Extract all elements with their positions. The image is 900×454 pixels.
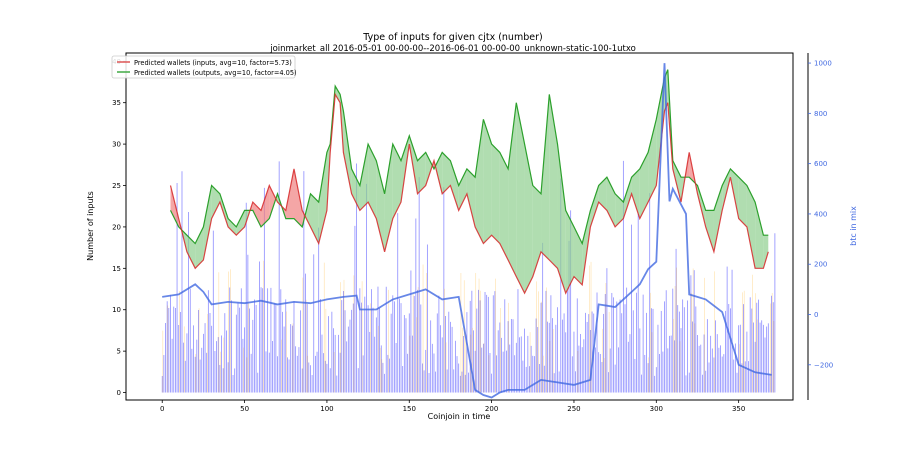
- x-tick-label: 300: [650, 405, 663, 413]
- fill-segment: [269, 185, 276, 219]
- fills-layer: [170, 69, 769, 294]
- y2-tick-label: 1000: [814, 60, 832, 68]
- lines-layer: [162, 63, 772, 399]
- fill-segment: [598, 177, 607, 211]
- x-tick-label: 0: [160, 405, 164, 413]
- fill-segment: [475, 119, 484, 244]
- series-line-btc: [162, 63, 772, 399]
- fill-segment: [541, 94, 550, 261]
- fill-segment: [483, 119, 492, 244]
- fill-segment: [261, 185, 270, 227]
- legend-label-outputs: Predicted wallets (outputs, avg=10, fact…: [134, 69, 297, 77]
- fill-segment: [508, 102, 517, 277]
- fill-segment: [211, 185, 220, 219]
- fill-segment: [623, 177, 632, 219]
- fill-segment: [359, 144, 369, 211]
- fill-segment: [458, 168, 467, 211]
- y2-tick-label: 200: [814, 261, 827, 269]
- fill-segment: [549, 94, 558, 269]
- y-tick-label: 15: [112, 265, 121, 273]
- fill-segment: [425, 152, 433, 186]
- legend: Predicted wallets (inputs, avg=10, facto…: [111, 55, 297, 79]
- x-axis-label: Coinjoin in time: [428, 412, 491, 421]
- fill-segment: [565, 210, 574, 294]
- fill-segment: [351, 168, 360, 211]
- fill-segment: [335, 86, 341, 103]
- fill-segment: [557, 144, 566, 294]
- y2-tick-label: 600: [814, 160, 827, 168]
- fill-segment: [442, 152, 451, 194]
- fill-segment: [763, 235, 769, 269]
- y2-tick-label: −200: [814, 361, 833, 369]
- fill-segment: [639, 152, 649, 219]
- fill-segment: [195, 226, 204, 269]
- fill-segment: [392, 144, 402, 219]
- y-tick-label: 30: [112, 141, 121, 149]
- series-line-outputs: [169, 69, 769, 246]
- fill-segment: [417, 152, 426, 194]
- fill-segment: [466, 168, 476, 227]
- fill-segment: [435, 152, 443, 194]
- fill-segment: [491, 144, 500, 244]
- x-tick-label: 150: [403, 405, 416, 413]
- chart-title: Type of inputs for given cjtx (number): [362, 32, 542, 43]
- fill-segment: [713, 185, 723, 252]
- fill-segment: [376, 160, 385, 252]
- fill-segment: [228, 218, 237, 236]
- series-line-inputs: [169, 92, 769, 295]
- y2-tick-label: 0: [814, 311, 818, 319]
- y-axis-label: Number of inputs: [86, 191, 95, 261]
- fill-segment: [450, 160, 459, 211]
- fill-segment: [738, 177, 747, 227]
- x-tick-label: 50: [240, 405, 249, 413]
- fill-segment: [318, 152, 327, 244]
- x-tick-label: 100: [320, 405, 333, 413]
- fill-segment: [368, 144, 377, 219]
- y2-tick-label: 400: [814, 210, 827, 218]
- y-tick-label: 10: [112, 306, 121, 314]
- fill-segment: [252, 202, 262, 227]
- y-tick-label: 25: [112, 182, 121, 190]
- chart-subtitle: joinmarket_all 2016-05-01 00-00-00--2016…: [269, 44, 636, 54]
- fill-segment: [203, 185, 212, 261]
- fill-segment: [631, 168, 640, 219]
- y2-axis-label: btc in mix: [849, 206, 858, 246]
- fill-segment: [648, 119, 657, 203]
- y2-tick-label: 800: [814, 110, 827, 118]
- bars-layer: [161, 160, 776, 393]
- y-tick-label: 0: [117, 389, 121, 397]
- fill-segment: [524, 144, 533, 294]
- legend-label-inputs: Predicted wallets (inputs, avg=10, facto…: [134, 59, 292, 67]
- x-tick-label: 250: [567, 405, 580, 413]
- x-tick-label: 200: [485, 405, 498, 413]
- fill-segment: [219, 193, 229, 227]
- y-tick-label: 20: [112, 223, 121, 231]
- fill-segment: [516, 102, 525, 294]
- fill-segment: [705, 210, 714, 252]
- y-tick-label: 5: [117, 348, 121, 356]
- x-tick-label: 350: [732, 405, 745, 413]
- fill-segment: [236, 210, 245, 236]
- fill-segment: [499, 152, 509, 261]
- fill-segment: [590, 185, 599, 227]
- fill-segment: [186, 235, 196, 269]
- plot-frame: [125, 52, 794, 401]
- fill-segment: [532, 185, 542, 277]
- fill-segment: [746, 185, 756, 269]
- y-tick-label: 35: [112, 99, 121, 107]
- axes-layer: 0501001502002503003500510152025303540−20…: [112, 58, 833, 413]
- fill-segment: [755, 202, 764, 269]
- legend-box: [111, 55, 296, 79]
- fill-segment: [293, 168, 303, 227]
- fill-segment: [615, 193, 624, 227]
- fill-segment: [573, 226, 583, 285]
- fill-segment: [343, 110, 352, 194]
